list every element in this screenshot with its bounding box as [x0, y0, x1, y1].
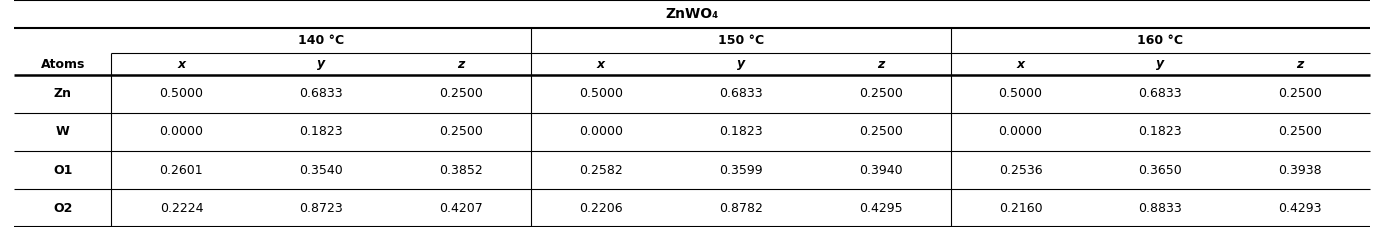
Text: 140 °C: 140 °C — [298, 34, 345, 47]
Text: x: x — [597, 57, 605, 71]
Text: 0.3852: 0.3852 — [439, 163, 483, 177]
Text: 0.2206: 0.2206 — [579, 202, 623, 215]
Text: 0.3650: 0.3650 — [1139, 163, 1182, 177]
Text: 0.0000: 0.0000 — [159, 126, 203, 138]
Text: z: z — [1297, 57, 1304, 71]
Text: 0.8782: 0.8782 — [718, 202, 763, 215]
Text: 0.5000: 0.5000 — [159, 87, 203, 101]
Text: 0.3599: 0.3599 — [720, 163, 763, 177]
Text: 0.4207: 0.4207 — [439, 202, 483, 215]
Text: 0.2500: 0.2500 — [1279, 87, 1322, 101]
Text: 0.2160: 0.2160 — [999, 202, 1042, 215]
Text: 0.6833: 0.6833 — [1139, 87, 1182, 101]
Text: 160 °C: 160 °C — [1138, 34, 1183, 47]
Text: 0.2582: 0.2582 — [579, 163, 623, 177]
Text: z: z — [458, 57, 465, 71]
Text: x: x — [177, 57, 185, 71]
Text: x: x — [1016, 57, 1024, 71]
Text: 0.6833: 0.6833 — [720, 87, 763, 101]
Text: 0.3940: 0.3940 — [859, 163, 902, 177]
Text: 0.2500: 0.2500 — [1279, 126, 1322, 138]
Text: Atoms: Atoms — [40, 57, 84, 71]
Text: 0.0000: 0.0000 — [998, 126, 1042, 138]
Text: y: y — [317, 57, 325, 71]
Text: 0.1823: 0.1823 — [299, 126, 343, 138]
Text: W: W — [55, 126, 69, 138]
Text: 0.0000: 0.0000 — [579, 126, 623, 138]
Text: 0.3938: 0.3938 — [1279, 163, 1322, 177]
Text: 0.2500: 0.2500 — [439, 126, 483, 138]
Text: 0.8833: 0.8833 — [1139, 202, 1182, 215]
Text: 0.2500: 0.2500 — [858, 126, 902, 138]
Text: 0.2224: 0.2224 — [159, 202, 203, 215]
Text: 0.1823: 0.1823 — [1139, 126, 1182, 138]
Text: 0.4293: 0.4293 — [1279, 202, 1322, 215]
Text: 0.2536: 0.2536 — [999, 163, 1042, 177]
Text: 0.3540: 0.3540 — [299, 163, 343, 177]
Text: Zn: Zn — [54, 87, 72, 101]
Text: 0.4295: 0.4295 — [859, 202, 902, 215]
Text: ZnWO₄: ZnWO₄ — [666, 7, 718, 21]
Text: y: y — [736, 57, 745, 71]
Text: 0.5000: 0.5000 — [998, 87, 1042, 101]
Text: O2: O2 — [53, 202, 72, 215]
Text: 0.5000: 0.5000 — [579, 87, 623, 101]
Text: z: z — [877, 57, 884, 71]
Text: O1: O1 — [53, 163, 72, 177]
Text: 0.2500: 0.2500 — [858, 87, 902, 101]
Text: 0.2601: 0.2601 — [159, 163, 203, 177]
Text: 150 °C: 150 °C — [718, 34, 764, 47]
Text: 0.1823: 0.1823 — [720, 126, 763, 138]
Text: 0.8723: 0.8723 — [299, 202, 343, 215]
Text: 0.2500: 0.2500 — [439, 87, 483, 101]
Text: 0.6833: 0.6833 — [299, 87, 343, 101]
Text: y: y — [1156, 57, 1164, 71]
